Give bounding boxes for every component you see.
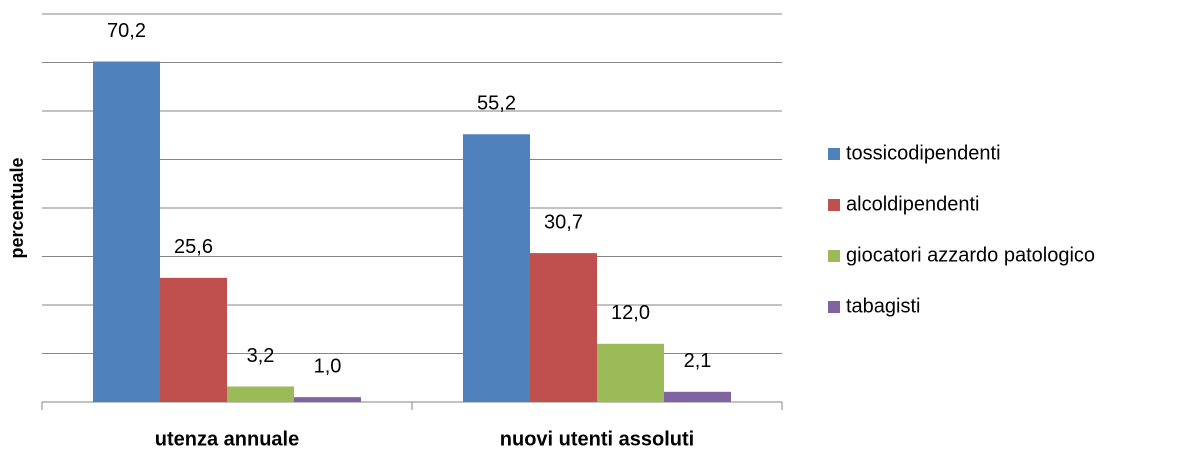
legend-label: alcoldipendenti bbox=[846, 193, 979, 215]
y-axis-label: percentuale bbox=[7, 157, 27, 258]
bar bbox=[294, 397, 361, 402]
data-label: 55,2 bbox=[477, 93, 516, 115]
legend-swatch bbox=[828, 250, 840, 262]
legend-swatch bbox=[828, 148, 840, 160]
data-label: 25,6 bbox=[174, 236, 213, 258]
bar bbox=[227, 386, 294, 402]
data-label: 12,0 bbox=[611, 302, 650, 324]
x-tick-label: nuovi utenti assoluti bbox=[500, 428, 694, 450]
bar bbox=[160, 277, 227, 402]
bar bbox=[93, 61, 160, 402]
data-label: 70,2 bbox=[107, 20, 146, 42]
legend-label: giocatori azzardo patologico bbox=[846, 244, 1095, 266]
legend-label: tabagisti bbox=[846, 295, 921, 317]
x-tick-label: utenza annuale bbox=[155, 428, 299, 450]
bar bbox=[664, 391, 731, 402]
legend-swatch bbox=[828, 199, 840, 211]
bar bbox=[597, 343, 664, 402]
data-label: 1,0 bbox=[314, 355, 342, 377]
data-label: 2,1 bbox=[684, 350, 712, 372]
data-label: 3,2 bbox=[247, 345, 275, 367]
legend-label: tossicodipendenti bbox=[846, 142, 1001, 164]
legend-swatch bbox=[828, 301, 840, 313]
bar bbox=[463, 134, 530, 402]
data-label: 30,7 bbox=[544, 211, 583, 233]
bar bbox=[530, 253, 597, 402]
